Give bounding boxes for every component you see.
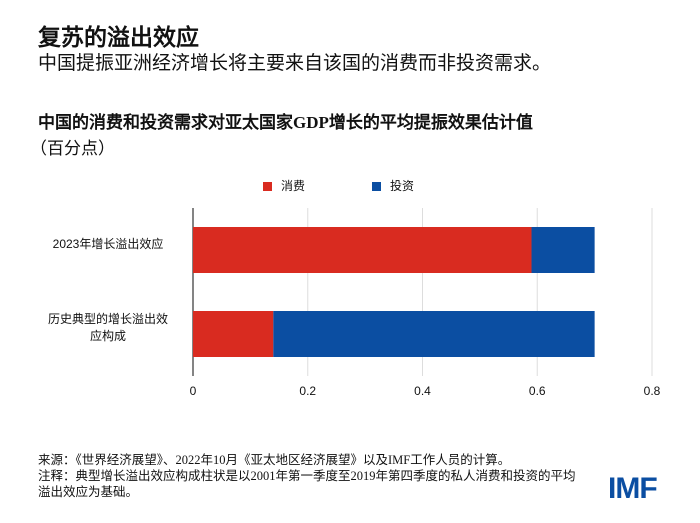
x-tick-label: 0.6 <box>529 384 546 398</box>
page-subtitle: 中国提振亚洲经济增长将主要来自该国的消费而非投资需求。 <box>38 53 552 74</box>
note: 注释：典型增长溢出效应构成柱状是以2001年第一季度至2019年第四季度的私人消… <box>38 469 576 499</box>
bar-segment <box>193 227 532 273</box>
x-tick-label: 0.8 <box>644 384 661 398</box>
legend-label: 消费 <box>281 179 305 193</box>
chart: 0 0.2 0.4 0.6 0.8 消费 投资 <box>190 178 661 398</box>
legend-swatch <box>372 182 381 191</box>
bar-segment <box>193 311 274 357</box>
x-tick-label: 0.4 <box>414 384 431 398</box>
bar-segment <box>531 227 595 273</box>
legend-swatch <box>263 182 272 191</box>
source: 来源：《世界经济展望》、2022年10月《亚太地区经济展望》以及IMF工作人员的… <box>38 453 511 467</box>
logo: IMF <box>608 472 658 505</box>
bar-segment <box>273 311 595 357</box>
x-tick-label: 0 <box>190 384 197 398</box>
legend-label: 投资 <box>390 178 414 193</box>
y-tick-label: 2023年增长溢出效应 <box>52 236 164 251</box>
page-title: 复苏的溢出效应 <box>38 25 199 50</box>
unit-label: （百分点） <box>30 139 115 158</box>
chart-title: 中国的消费和投资需求对亚太国家GDP增长的平均提振效果估计值 <box>38 113 533 132</box>
y-tick-label: 历史典型的增长溢出效应构成 <box>47 312 168 343</box>
x-tick-label: 0.2 <box>299 384 316 398</box>
